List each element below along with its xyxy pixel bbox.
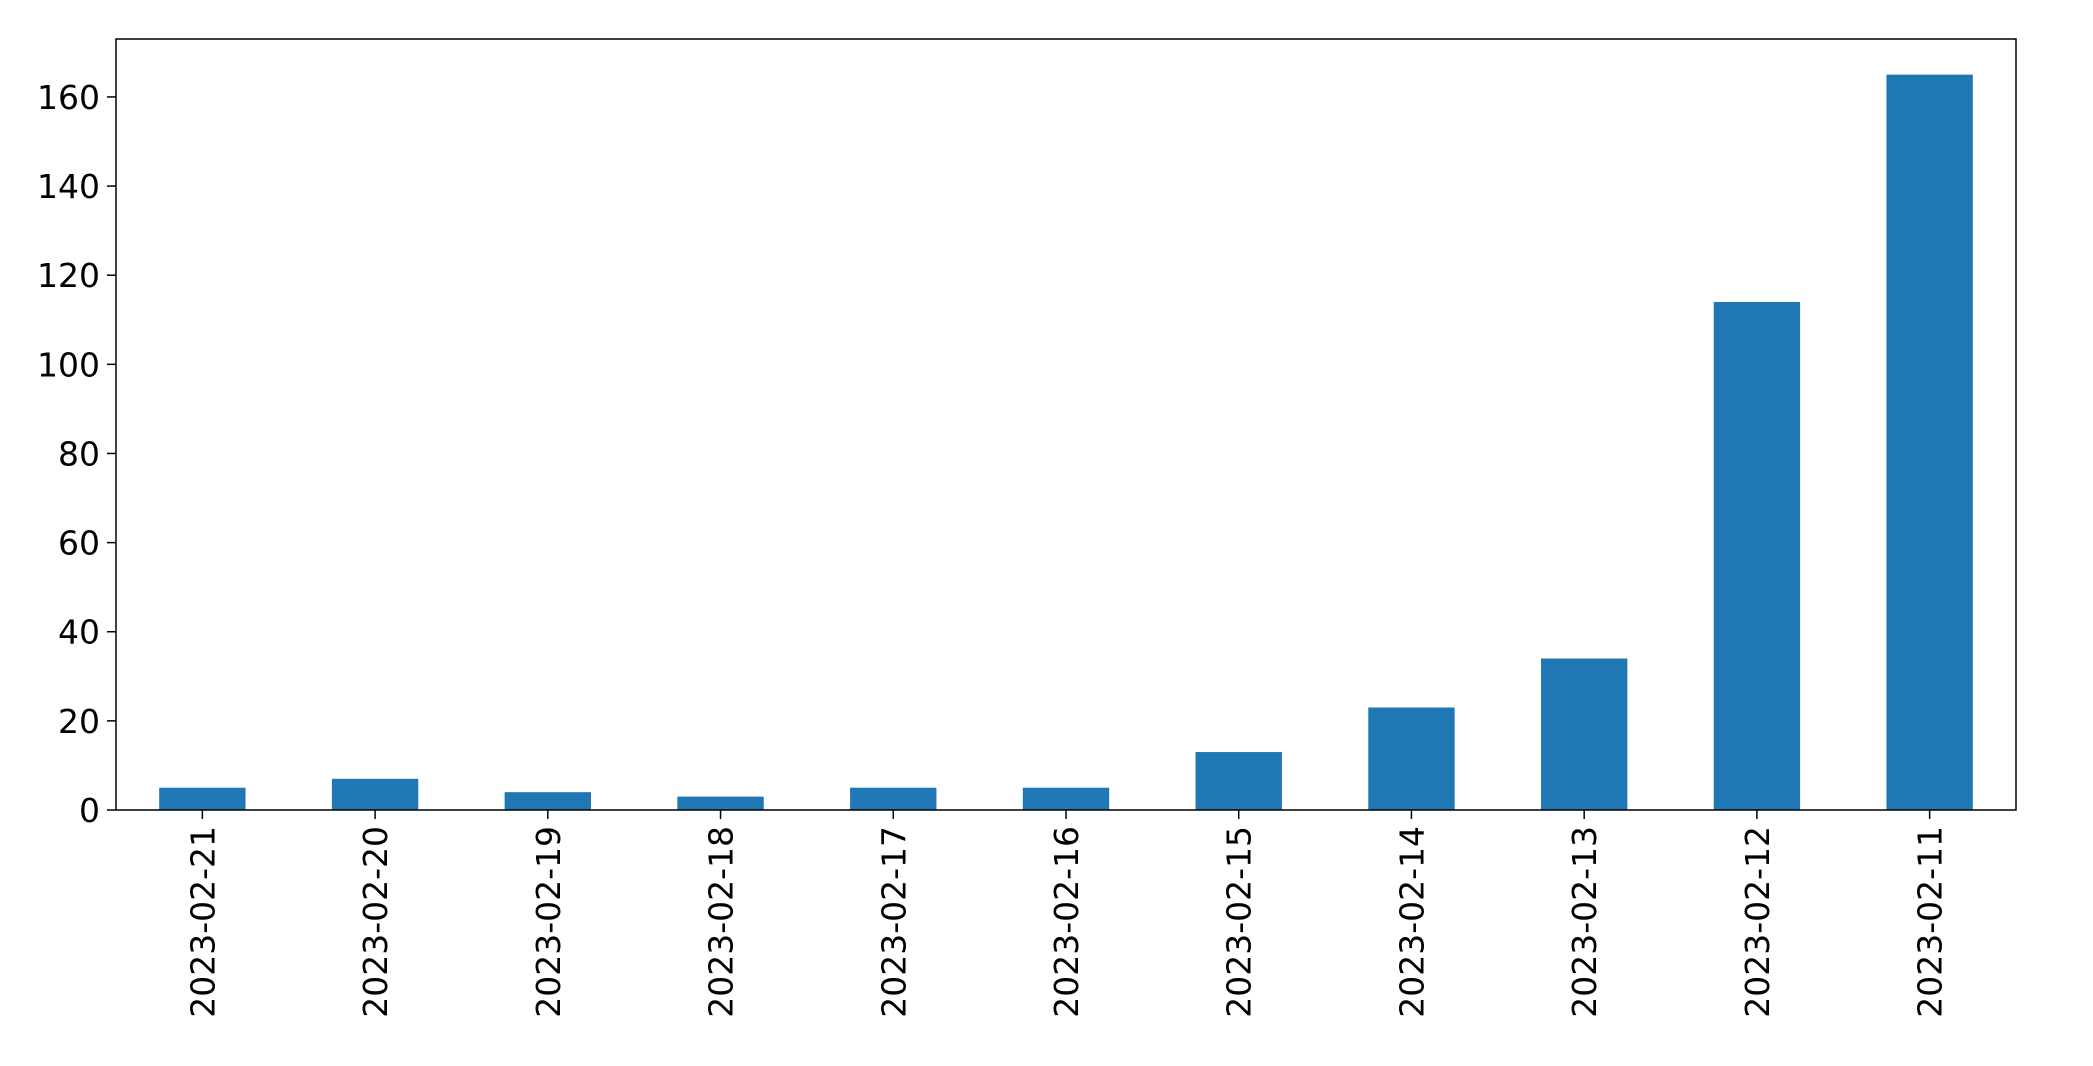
bars-layer — [159, 74, 1973, 810]
bar-2023-02-21 — [159, 787, 246, 810]
y-tick-label: 100 — [37, 345, 100, 384]
y-tick-label: 80 — [58, 434, 100, 473]
x-tick-label: 2023-02-13 — [1565, 826, 1604, 1018]
x-tick-label: 2023-02-21 — [183, 826, 222, 1018]
bar-2023-02-15 — [1195, 752, 1282, 810]
y-tick-label: 60 — [58, 524, 100, 563]
bar-2023-02-13 — [1541, 658, 1628, 810]
bar-2023-02-11 — [1886, 74, 1973, 810]
x-axis: 2023-02-21 2023-02-20 2023-02-19 2023-02-18… — [183, 810, 1950, 1018]
y-tick-label: 160 — [37, 78, 100, 117]
bar-2023-02-16 — [1022, 787, 1110, 810]
bar-2023-02-20 — [331, 778, 419, 810]
bar-2023-02-18 — [677, 796, 764, 810]
bar-2023-02-14 — [1368, 707, 1455, 810]
bar-2023-02-19 — [504, 792, 591, 810]
y-tick-label: 120 — [37, 256, 100, 295]
x-tick-label: 2023-02-12 — [1738, 826, 1777, 1018]
y-tick-label: 20 — [58, 702, 100, 741]
y-tick-label: 0 — [79, 791, 100, 830]
x-tick-label: 2023-02-15 — [1220, 826, 1259, 1018]
x-tick-label: 2023-02-16 — [1047, 826, 1086, 1018]
plot-frame — [115, 38, 2017, 811]
x-tick-label: 2023-02-19 — [529, 826, 568, 1018]
bar-2023-02-17 — [850, 787, 937, 810]
x-tick-label: 2023-02-18 — [702, 826, 741, 1018]
y-tick-label: 140 — [37, 167, 100, 206]
x-tick-label: 2023-02-20 — [356, 826, 395, 1018]
x-tick-label: 2023-02-17 — [874, 826, 913, 1018]
x-tick-label: 2023-02-14 — [1392, 826, 1431, 1018]
y-tick-label: 40 — [58, 613, 100, 652]
y-axis: 0 20 40 60 80 100 120 140 160 — [37, 78, 116, 830]
x-tick-label: 2023-02-11 — [1911, 826, 1950, 1018]
bar-2023-02-12 — [1713, 301, 1801, 810]
